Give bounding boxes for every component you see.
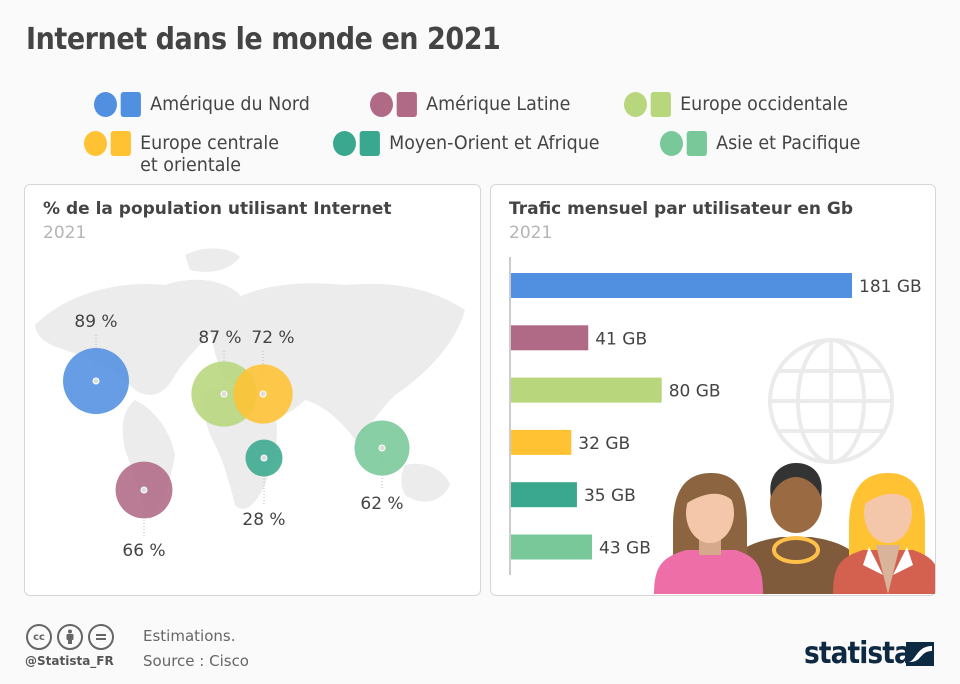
legend-circle-icon	[84, 131, 107, 156]
footnote: Estimations.	[143, 627, 236, 645]
bar-subtitle: 2021	[509, 223, 553, 243]
bar-value-label: 80 GB	[669, 382, 721, 402]
legend-item: Amérique Latine	[370, 92, 570, 117]
bubble-center-dot	[260, 454, 268, 462]
legend-square-icon	[686, 131, 707, 156]
legend-circle-icon	[94, 92, 117, 117]
legend-circle-icon	[624, 92, 647, 117]
bar-value-label: 32 GB	[578, 434, 630, 454]
legend-square-icon	[396, 92, 417, 117]
bubble-label: 28 %	[242, 510, 285, 530]
legend-square-icon	[120, 92, 141, 117]
bar-value-label: 181 GB	[859, 277, 922, 297]
legend-label: Amérique du Nord	[150, 93, 310, 115]
attribution-icon	[57, 624, 83, 650]
bar-chart: 181 GB 41 GB 80 GB 32 GB 35 GB 43 GB	[509, 257, 935, 594]
bubble-label: 87 %	[198, 328, 241, 348]
globe-icon	[768, 338, 894, 464]
legend-label: Europe centrale et orientale	[140, 132, 279, 176]
bar-title: Trafic mensuel par utilisateur en Gb	[509, 199, 854, 219]
twitter-handle[interactable]: @Statista_FR	[25, 654, 114, 668]
legend-label: Amérique Latine	[426, 93, 571, 115]
cc-icon: cc	[26, 624, 52, 650]
legend-label: Asie et Pacifique	[716, 132, 861, 154]
legend-item: Europe occidentale	[624, 92, 848, 117]
people-illustration-icon	[654, 463, 935, 594]
bubble-label: 66 %	[122, 541, 165, 561]
legend-item: Amérique du Nord	[94, 92, 310, 117]
legend-square-icon	[110, 131, 131, 156]
legend-label: Moyen-Orient et Afrique	[389, 132, 600, 154]
legend-item: Asie et Pacifique	[660, 131, 860, 156]
map-subtitle: 2021	[43, 223, 87, 243]
bubble-label: 62 %	[360, 494, 403, 514]
legend-item: Europe centrale et orientale	[84, 131, 279, 176]
bar	[511, 377, 662, 403]
no-derivatives-icon	[88, 624, 114, 650]
bar	[511, 273, 852, 298]
legend-item: Moyen-Orient et Afrique	[333, 131, 600, 156]
bubble-label: 89 %	[74, 312, 117, 332]
map-title: % de la population utilisant Internet	[43, 199, 392, 219]
bubble-center-dot	[92, 377, 100, 385]
statista-logo-mark-icon	[906, 642, 934, 666]
legend-square-icon	[650, 92, 671, 117]
bubble-label: 72 %	[251, 328, 294, 348]
map-panel: % de la population utilisant Internet 20…	[24, 184, 481, 596]
legend-circle-icon	[660, 131, 683, 156]
source-text: Source : Cisco	[143, 652, 249, 670]
legend-circle-icon	[333, 131, 356, 156]
bubble-center-dot	[140, 486, 148, 494]
bubble-center-dot	[220, 390, 228, 398]
bar	[511, 429, 572, 455]
bar-value-label: 35 GB	[584, 486, 636, 506]
legend-circle-icon	[370, 92, 393, 117]
bubble-center-dot	[378, 444, 386, 452]
bar-panel: Trafic mensuel par utilisateur en Gb 202…	[490, 184, 936, 596]
bar	[511, 325, 589, 351]
bubble-center-dot	[259, 390, 267, 398]
legend-label: Europe occidentale	[680, 93, 849, 115]
bar-value-label: 41 GB	[595, 329, 647, 349]
map-chart: 89 % 66 % 87 % 72 % 28 % 62 %	[35, 248, 465, 561]
bar-value-label: 43 GB	[599, 539, 651, 559]
statista-logo[interactable]: statista	[804, 636, 912, 671]
bar	[511, 534, 593, 560]
page-title: Internet dans le monde en 2021	[26, 22, 501, 57]
bar	[511, 482, 577, 508]
license-icons: cc	[26, 624, 114, 650]
legend-square-icon	[359, 131, 380, 156]
